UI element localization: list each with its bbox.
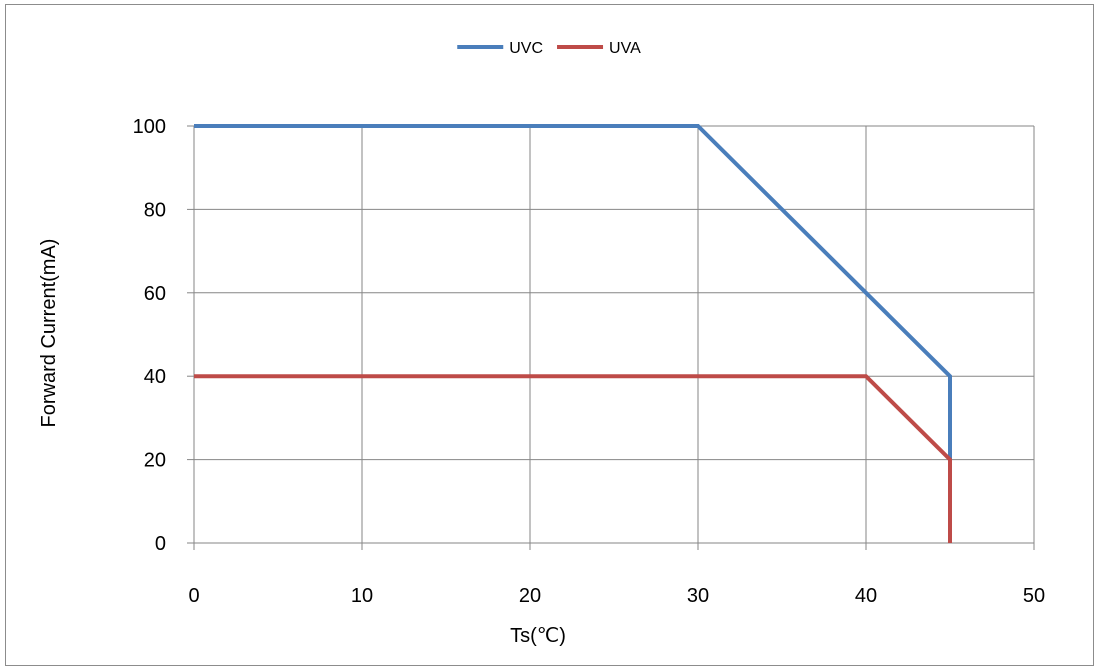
x-tick-label: 40 (855, 585, 877, 607)
x-tick-label: 50 (1023, 585, 1045, 607)
x-axis-label: Ts(℃) (510, 625, 566, 647)
x-tick-label: 30 (687, 585, 709, 607)
tick-labels: 0 20 40 60 80 100 0 10 20 30 40 50 (133, 116, 1046, 607)
y-tick-label: 100 (133, 116, 166, 138)
axes (187, 125, 1035, 550)
y-tick-label: 40 (144, 366, 166, 388)
x-tick-label: 20 (519, 585, 541, 607)
y-tick-label: 20 (144, 450, 166, 472)
series-lines (194, 124, 952, 543)
y-tick-label: 80 (144, 199, 166, 221)
y-tick-label: 0 (155, 533, 166, 555)
y-tick-label: 60 (144, 283, 166, 305)
series-line-uva (194, 374, 952, 543)
chart-frame (5, 4, 1094, 666)
legend-label-uvc: UVC (509, 40, 543, 57)
x-tick-label: 10 (351, 585, 373, 607)
legend: UVC UVA (457, 40, 641, 57)
series-line-uvc (194, 124, 952, 460)
x-tick-label: 0 (188, 585, 199, 607)
y-axis-label: Forward Current(mA) (38, 239, 60, 428)
legend-label-uva: UVA (609, 40, 641, 57)
